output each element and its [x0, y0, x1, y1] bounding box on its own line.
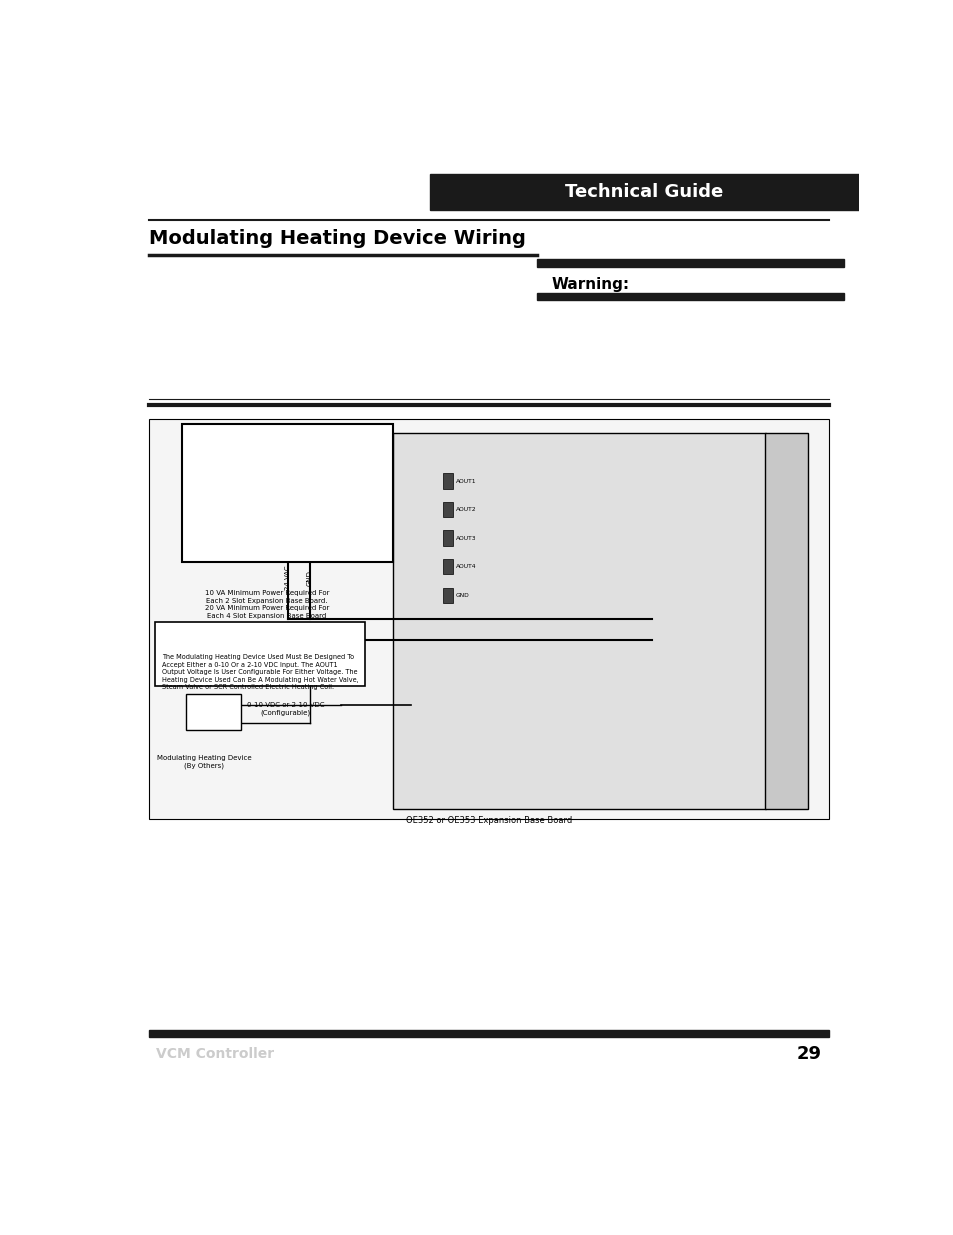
- Text: WARNING!!: WARNING!!: [190, 436, 247, 445]
- Text: 24 VAC: 24 VAC: [285, 566, 291, 590]
- Bar: [393, 433, 765, 809]
- Text: Warning:: Warning:: [551, 277, 629, 291]
- Text: AOUT1: AOUT1: [411, 701, 435, 708]
- Bar: [442, 531, 453, 546]
- Text: Connect To Next Expansion Board
(When Used): Connect To Next Expansion Board (When Us…: [499, 516, 618, 531]
- Bar: [537, 259, 842, 267]
- Text: −: −: [232, 718, 240, 727]
- Bar: [442, 473, 453, 489]
- Bar: [186, 694, 241, 730]
- Bar: [149, 1030, 828, 1037]
- Text: Technical Guide: Technical Guide: [564, 183, 722, 201]
- Bar: [442, 588, 453, 603]
- Text: 0-10 VDC or 2-10 VDC
(Configurable): 0-10 VDC or 2-10 VDC (Configurable): [247, 701, 324, 715]
- Text: The Modulating Heating Device Used Must Be Designed To
Accept Either a 0-10 Or a: The Modulating Heating Device Used Must …: [162, 655, 358, 690]
- Text: GND: GND: [307, 571, 313, 585]
- Text: AOUT2: AOUT2: [456, 508, 476, 513]
- Bar: [154, 621, 365, 687]
- Text: AOUT1: AOUT1: [456, 478, 476, 484]
- Text: OE355 - 4 Analog
Output Board: OE355 - 4 Analog Output Board: [793, 655, 807, 716]
- Text: +: +: [232, 697, 240, 706]
- Bar: [442, 501, 453, 517]
- Bar: [429, 174, 858, 210]
- Text: Modulating Heating Device Wiring: Modulating Heating Device Wiring: [149, 228, 525, 248]
- Text: GND: GND: [411, 742, 427, 748]
- Text: Observe Polarity! All boards must be wired with GND-to-
GND and 24VAC-to-24VAC. : Observe Polarity! All boards must be wir…: [190, 448, 398, 509]
- Text: 10 VA Minimum Power Required For
Each 2 Slot Expansion Base Board.
20 VA Minimum: 10 VA Minimum Power Required For Each 2 …: [205, 590, 329, 619]
- Text: Connect To VCM Controller: Connect To VCM Controller: [537, 489, 629, 495]
- Text: AOUT4: AOUT4: [456, 564, 476, 569]
- Bar: [182, 424, 393, 562]
- Text: GND: GND: [456, 593, 469, 598]
- Bar: [537, 293, 842, 300]
- Bar: [149, 419, 828, 819]
- Text: 29: 29: [796, 1045, 821, 1062]
- Text: AOUT3: AOUT3: [456, 536, 476, 541]
- Text: VCM Controller: VCM Controller: [156, 1046, 274, 1061]
- Bar: [764, 433, 807, 809]
- Text: OE352 or OE353 Expansion Base Board: OE352 or OE353 Expansion Base Board: [405, 816, 572, 825]
- Bar: [442, 559, 453, 574]
- Text: Modulating Heating Device
(By Others): Modulating Heating Device (By Others): [157, 755, 252, 769]
